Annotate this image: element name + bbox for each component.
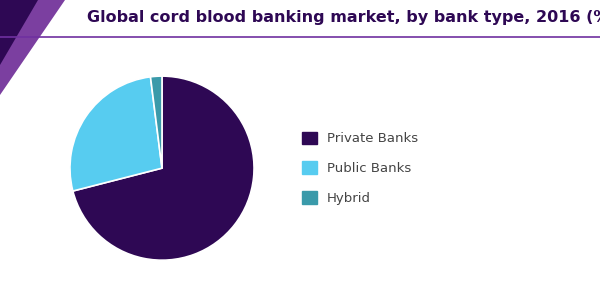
Legend: Private Banks, Public Banks, Hybrid: Private Banks, Public Banks, Hybrid bbox=[302, 132, 418, 205]
Wedge shape bbox=[70, 77, 162, 191]
Polygon shape bbox=[0, 0, 65, 95]
Text: Global cord blood banking market, by bank type, 2016 (%): Global cord blood banking market, by ban… bbox=[87, 10, 600, 25]
Wedge shape bbox=[151, 76, 162, 168]
Polygon shape bbox=[0, 0, 38, 65]
Wedge shape bbox=[73, 76, 254, 260]
